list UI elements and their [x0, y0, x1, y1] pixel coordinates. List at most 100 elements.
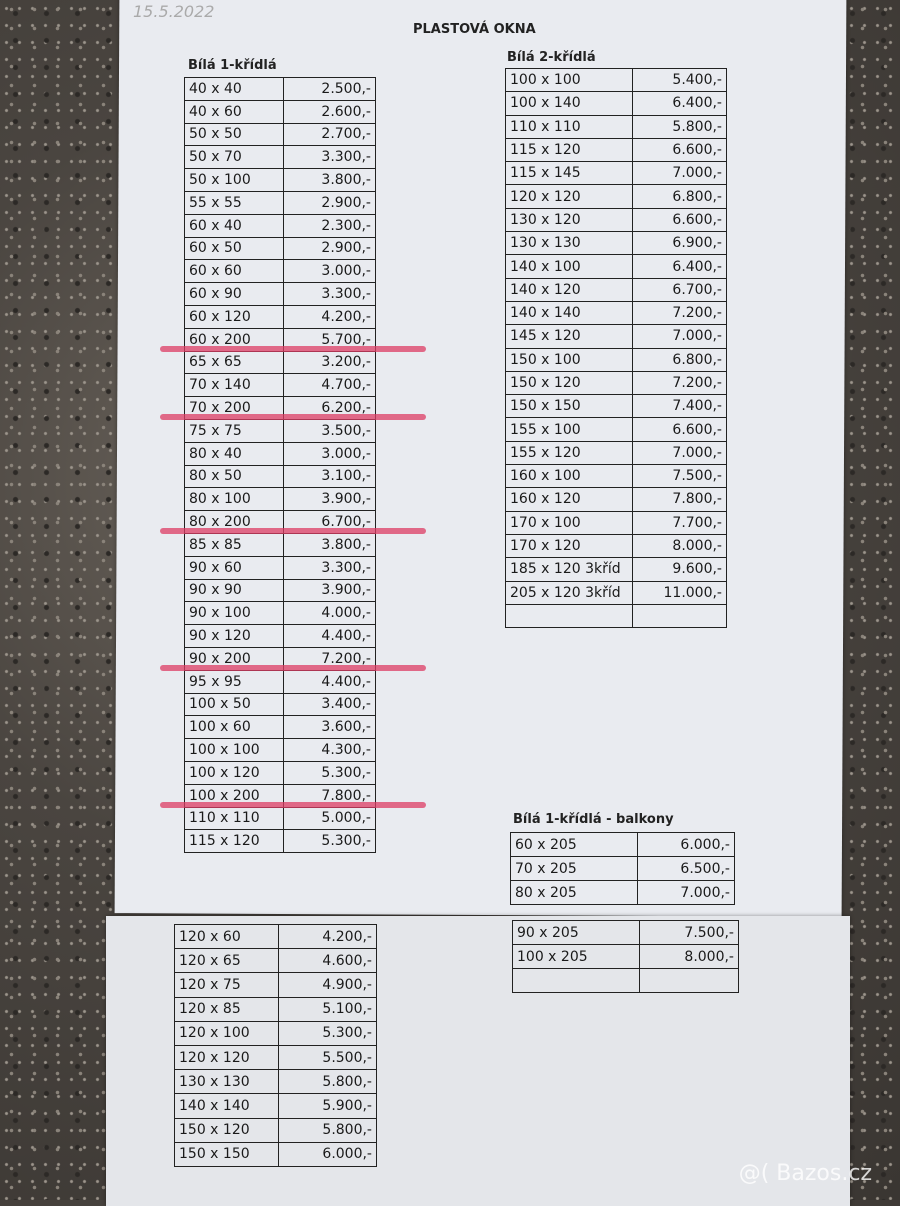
price-cell: 6.900,- — [632, 231, 727, 256]
size-cell: 110 x 110 — [184, 806, 284, 831]
price-cell: 6.600,- — [632, 207, 727, 233]
table-row: 155 x 100 6.600,- — [505, 417, 727, 442]
price-cell: 8.000,- — [632, 533, 727, 559]
table-row: 80 x 100 3.900,- — [184, 487, 376, 512]
price-cell: 6.400,- — [632, 91, 727, 116]
table-row: 170 x 120 8.000,- — [505, 533, 727, 559]
red-strike-line — [159, 665, 426, 672]
size-cell: 100 x 205 — [512, 944, 640, 969]
table-row: 120 x 60 4.200,- — [174, 923, 377, 950]
price-cell: 6.700,- — [632, 277, 727, 302]
table-row: 65 x 65 3.200,- — [184, 350, 376, 375]
size-cell: 100 x 100 — [184, 738, 284, 762]
size-cell: 60 x 90 — [184, 282, 284, 306]
table-row: 80 x 50 3.100,- — [184, 464, 376, 489]
table-row: 70 x 140 4.700,- — [184, 373, 376, 398]
size-cell: 80 x 50 — [184, 464, 284, 489]
size-cell: 120 x 100 — [174, 1020, 279, 1046]
table-row: 90 x 90 3.900,- — [184, 578, 376, 603]
table-row: 115 x 120 5.300,- — [184, 829, 376, 854]
price-cell: 5.000,- — [283, 806, 376, 831]
price-cell: 3.900,- — [283, 578, 376, 603]
table-row: 140 x 100 6.400,- — [505, 254, 727, 279]
size-cell: 60 x 50 — [184, 236, 284, 261]
table-row: 120 x 120 6.800,- — [505, 184, 727, 209]
table-row: 55 x 55 2.900,- — [184, 190, 376, 215]
size-cell: 155 x 120 — [505, 440, 633, 466]
size-cell: 70 x 140 — [184, 373, 284, 398]
price-cell: 4.200,- — [283, 304, 376, 329]
price-cell — [639, 968, 739, 993]
double-sash-price-table: 100 x 100 5.400,- 100 x 140 6.400,- 110 x 11… — [505, 67, 727, 629]
price-cell: 6.400,- — [632, 254, 727, 279]
size-cell: 100 x 140 — [505, 91, 633, 116]
size-cell: 100 x 60 — [184, 715, 284, 740]
size-cell: 120 x 60 — [174, 923, 279, 950]
size-cell: 65 x 65 — [184, 350, 284, 375]
table-row: 160 x 120 7.800,- — [505, 487, 727, 512]
price-cell: 5.300,- — [278, 1020, 377, 1046]
price-cell: 7.700,- — [632, 510, 727, 535]
size-cell: 130 x 130 — [174, 1069, 279, 1095]
single-sash-price-table-continued: 120 x 60 4.200,- 120 x 65 4.600,- 120 x 75 4.… — [174, 923, 377, 1167]
table-row: 60 x 90 3.300,- — [184, 282, 376, 306]
size-cell: 120 x 120 — [174, 1044, 279, 1071]
price-cell: 4.300,- — [283, 738, 376, 762]
red-strike-line — [159, 346, 426, 353]
size-cell: 145 x 120 — [505, 324, 633, 349]
size-cell: 170 x 100 — [505, 510, 633, 535]
table-row — [512, 968, 739, 993]
size-cell: 60 x 200 — [184, 327, 284, 352]
size-cell: 100 x 50 — [184, 692, 284, 717]
price-cell: 7.000,- — [632, 324, 727, 349]
price-cell — [632, 603, 727, 629]
size-cell: 140 x 140 — [174, 1093, 279, 1119]
table-row: 100 x 100 5.400,- — [505, 67, 727, 93]
table-row: 110 x 110 5.800,- — [505, 114, 727, 139]
table-row: 120 x 75 4.900,- — [174, 972, 377, 998]
size-cell: 40 x 60 — [184, 99, 284, 124]
price-cell: 5.100,- — [278, 996, 377, 1022]
table-row: 100 x 205 8.000,- — [512, 944, 739, 969]
price-cell: 5.700,- — [283, 327, 376, 352]
price-cell: 3.500,- — [283, 418, 376, 443]
size-cell: 160 x 100 — [505, 464, 633, 489]
table-row: 85 x 85 3.800,- — [184, 532, 376, 557]
size-cell: 110 x 110 — [505, 114, 633, 139]
table-row: 60 x 200 5.700,- — [184, 327, 376, 352]
price-cell: 6.800,- — [632, 184, 727, 209]
table-row: 60 x 50 2.900,- — [184, 236, 376, 261]
table-row: 185 x 120 3kříd 9.600,- — [505, 557, 727, 582]
red-strike-line — [159, 528, 426, 535]
size-cell: 155 x 100 — [505, 417, 633, 442]
table-row: 75 x 75 3.500,- — [184, 418, 376, 443]
price-cell: 7.200,- — [632, 300, 727, 326]
size-cell: 50 x 100 — [184, 168, 284, 192]
price-cell: 7.000,- — [632, 440, 727, 466]
price-cell: 7.000,- — [637, 880, 735, 905]
table-row: 120 x 65 4.600,- — [174, 948, 377, 974]
size-cell: 120 x 65 — [174, 948, 279, 974]
price-cell: 6.000,- — [278, 1141, 377, 1167]
size-cell: 90 x 60 — [184, 555, 284, 580]
size-cell: 150 x 120 — [174, 1117, 279, 1143]
size-cell: 140 x 140 — [505, 300, 633, 326]
size-cell: 115 x 145 — [505, 161, 633, 186]
table-row: 40 x 40 2.500,- — [184, 77, 376, 101]
price-cell: 2.700,- — [283, 122, 376, 147]
size-cell: 90 x 200 — [184, 646, 284, 671]
size-cell: 150 x 120 — [505, 370, 633, 396]
table-row: 100 x 60 3.600,- — [184, 715, 376, 740]
balcony-price-table-continued: 90 x 205 7.500,- 100 x 205 8.000,- — [512, 920, 739, 993]
price-cell: 5.300,- — [283, 760, 376, 785]
price-cell: 6.200,- — [283, 396, 376, 420]
price-cell: 3.300,- — [283, 282, 376, 306]
table-row: 150 x 120 5.800,- — [174, 1117, 377, 1143]
bazos-watermark: @( Bazos.cz — [738, 1161, 872, 1186]
table-row: 50 x 100 3.800,- — [184, 168, 376, 192]
price-cell: 3.400,- — [283, 692, 376, 717]
size-cell: 120 x 75 — [174, 972, 279, 998]
size-cell: 140 x 100 — [505, 254, 633, 279]
table-row: 60 x 205 6.000,- — [510, 832, 735, 857]
table-row: 100 x 140 6.400,- — [505, 91, 727, 116]
